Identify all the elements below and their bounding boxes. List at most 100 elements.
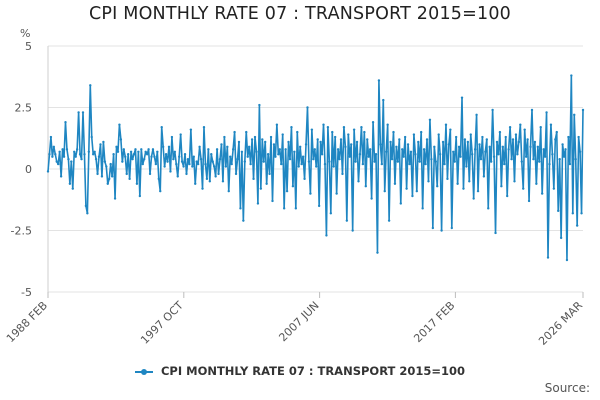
data-point[interactable] — [581, 108, 585, 112]
data-point[interactable] — [434, 160, 437, 163]
data-point[interactable] — [386, 123, 389, 126]
data-point[interactable] — [555, 130, 558, 134]
data-point[interactable] — [571, 212, 574, 215]
data-point[interactable] — [449, 128, 452, 131]
data-point[interactable] — [398, 138, 401, 141]
data-point[interactable] — [275, 123, 279, 126]
data-point[interactable] — [243, 160, 246, 163]
data-point[interactable] — [122, 148, 126, 151]
data-point[interactable] — [157, 177, 160, 181]
data-point[interactable] — [265, 182, 268, 185]
data-point[interactable] — [573, 113, 576, 117]
data-point[interactable] — [471, 153, 474, 156]
series-line[interactable] — [47, 74, 584, 261]
data-point[interactable] — [535, 182, 538, 185]
data-point[interactable] — [333, 135, 337, 139]
data-point[interactable] — [198, 145, 201, 149]
data-point[interactable] — [178, 155, 181, 158]
data-point[interactable] — [463, 138, 467, 141]
data-point[interactable] — [580, 212, 583, 215]
data-point[interactable] — [74, 155, 77, 158]
data-point[interactable] — [87, 150, 91, 153]
data-point[interactable] — [226, 145, 229, 149]
data-point[interactable] — [105, 165, 108, 168]
data-point[interactable] — [414, 153, 417, 156]
data-point[interactable] — [360, 125, 363, 129]
data-point[interactable] — [153, 155, 156, 158]
data-point[interactable] — [237, 140, 241, 144]
data-point[interactable] — [497, 153, 500, 156]
data-point[interactable] — [196, 162, 200, 166]
data-point[interactable] — [339, 138, 343, 141]
data-point[interactable] — [456, 182, 459, 185]
data-point[interactable] — [266, 153, 270, 156]
data-point[interactable] — [345, 219, 349, 222]
data-point[interactable] — [408, 162, 411, 166]
data-point[interactable] — [554, 138, 557, 141]
data-point[interactable] — [430, 157, 433, 161]
data-point[interactable] — [317, 204, 321, 208]
data-point[interactable] — [358, 153, 362, 156]
data-point[interactable] — [494, 231, 497, 235]
data-point[interactable] — [48, 153, 51, 156]
data-point[interactable] — [280, 162, 283, 166]
data-point[interactable] — [160, 125, 163, 129]
data-point[interactable] — [433, 145, 436, 149]
data-point[interactable] — [258, 103, 261, 107]
data-point[interactable] — [234, 172, 238, 176]
data-point[interactable] — [134, 148, 137, 151]
data-point[interactable] — [61, 148, 64, 151]
data-point[interactable] — [64, 121, 67, 124]
data-point[interactable] — [185, 172, 188, 176]
data-point[interactable] — [55, 160, 58, 163]
data-point[interactable] — [250, 138, 254, 141]
data-point[interactable] — [543, 155, 547, 158]
data-point[interactable] — [452, 150, 455, 153]
data-point[interactable] — [443, 162, 446, 166]
data-point[interactable] — [446, 177, 449, 181]
data-point[interactable] — [58, 150, 61, 153]
data-point[interactable] — [516, 153, 519, 156]
data-point[interactable] — [402, 155, 405, 158]
data-point[interactable] — [457, 145, 461, 149]
data-point[interactable] — [194, 182, 197, 185]
data-point[interactable] — [151, 148, 155, 151]
data-point[interactable] — [288, 157, 292, 161]
data-point[interactable] — [540, 192, 544, 195]
data-point[interactable] — [300, 162, 303, 166]
data-point[interactable] — [387, 219, 391, 222]
data-point[interactable] — [129, 150, 133, 153]
data-point[interactable] — [363, 130, 366, 134]
data-point[interactable] — [93, 150, 96, 153]
data-point[interactable] — [297, 165, 300, 168]
data-point[interactable] — [137, 150, 140, 153]
data-point[interactable] — [342, 125, 346, 129]
data-point[interactable] — [163, 165, 166, 168]
data-point[interactable] — [453, 160, 456, 163]
data-point[interactable] — [106, 182, 109, 185]
data-point[interactable] — [564, 148, 567, 151]
data-point[interactable] — [383, 189, 386, 193]
data-point[interactable] — [313, 148, 316, 151]
data-point[interactable] — [320, 153, 324, 156]
data-point[interactable] — [94, 157, 98, 161]
data-point[interactable] — [315, 165, 318, 168]
data-point[interactable] — [481, 135, 484, 139]
data-point[interactable] — [291, 185, 295, 188]
data-point[interactable] — [335, 192, 338, 195]
data-point[interactable] — [578, 150, 582, 153]
data-point[interactable] — [220, 143, 223, 146]
data-point[interactable] — [247, 145, 251, 149]
data-point[interactable] — [207, 148, 210, 151]
data-point[interactable] — [403, 135, 407, 139]
data-point[interactable] — [312, 157, 315, 161]
data-point[interactable] — [529, 145, 532, 149]
data-point[interactable] — [309, 192, 312, 195]
data-point[interactable] — [154, 162, 158, 166]
data-point[interactable] — [96, 172, 99, 176]
data-point[interactable] — [371, 121, 375, 124]
data-point[interactable] — [454, 135, 458, 139]
data-point[interactable] — [419, 130, 423, 134]
data-point[interactable] — [415, 189, 419, 193]
data-point[interactable] — [336, 148, 340, 151]
